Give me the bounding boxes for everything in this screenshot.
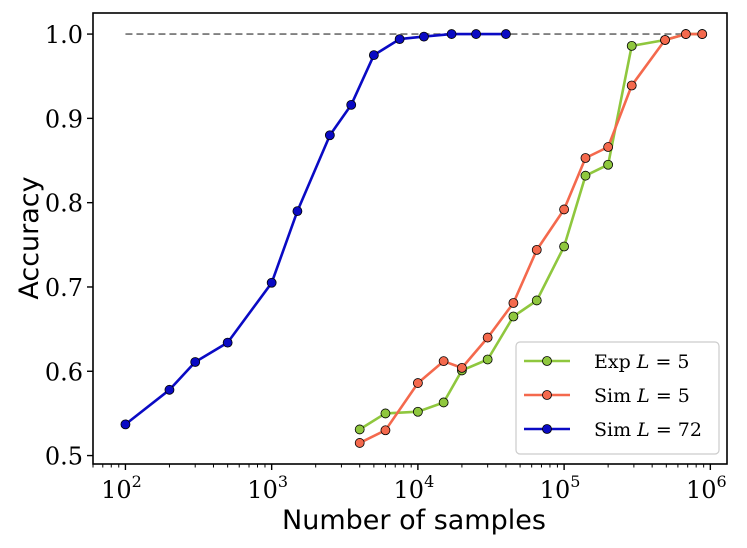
data-point (508, 298, 519, 308)
data-point (120, 419, 131, 430)
y-tick-label: 0.7 (45, 274, 83, 302)
data-point (164, 384, 175, 395)
data-point (380, 425, 391, 436)
data-point (531, 295, 542, 306)
data-point (292, 206, 303, 217)
data-point (482, 354, 493, 365)
x-tick-label: 102 (101, 472, 142, 504)
data-point (660, 35, 670, 45)
data-point (438, 356, 449, 367)
data-point (508, 311, 519, 322)
data-point (412, 406, 423, 417)
y-tick-label: 0.9 (45, 105, 83, 133)
data-point (559, 241, 570, 252)
data-point (354, 424, 365, 435)
data-point (501, 29, 511, 39)
data-point (626, 40, 637, 51)
data-point (346, 99, 357, 110)
x-tick-label: 105 (540, 472, 581, 504)
data-point (419, 31, 429, 42)
data-point (626, 80, 637, 91)
data-point (531, 244, 542, 255)
data-point (368, 50, 379, 61)
data-point (697, 29, 708, 39)
data-point (446, 29, 457, 39)
plot-area (120, 29, 708, 448)
y-axis-label: Accuracy (14, 176, 45, 299)
series-line (124, 32, 506, 426)
data-point (471, 29, 481, 39)
data-point (603, 142, 614, 152)
y-tick-label: 0.6 (45, 358, 83, 386)
data-point (222, 337, 233, 348)
legend-marker (542, 390, 552, 400)
data-point (354, 438, 365, 448)
data-point (457, 362, 467, 373)
data-point (394, 34, 405, 45)
plot-frame (92, 12, 728, 465)
legend-entry-label: Sim L = 5 (594, 385, 690, 407)
x-tick-label: 104 (394, 472, 435, 504)
data-point (559, 204, 570, 215)
data-point (580, 153, 591, 163)
data-point (190, 357, 201, 367)
legend-entry-label: Exp L = 5 (594, 351, 690, 373)
x-tick-label: 106 (686, 472, 727, 504)
data-point (603, 159, 614, 170)
data-point (580, 170, 591, 181)
data-point (266, 277, 277, 288)
y-tick-label: 0.8 (45, 190, 83, 218)
x-tick-label: 103 (247, 472, 288, 504)
legend: Exp L = 5 Sim L = 5 Sim L = 72 (515, 341, 720, 455)
data-point (482, 332, 493, 343)
series-1 (354, 29, 708, 448)
legend-box (515, 341, 720, 455)
y-tick-label: 0.5 (45, 443, 83, 471)
data-point (380, 408, 391, 419)
legend-marker (542, 356, 552, 366)
data-point (680, 29, 691, 39)
data-point (324, 130, 335, 141)
axis-ticks: 0.5 0.6 0.7 0.8 0.9 1.0 102 103 104 105 106 (45, 21, 727, 504)
legend-marker (542, 424, 552, 434)
y-tick-label: 1.0 (45, 21, 83, 49)
series-2 (120, 29, 511, 430)
data-point (412, 378, 423, 388)
legend-entry-label: Sim L = 72 (594, 419, 702, 441)
data-point (438, 397, 449, 408)
x-axis-label: Number of samples (282, 505, 546, 536)
